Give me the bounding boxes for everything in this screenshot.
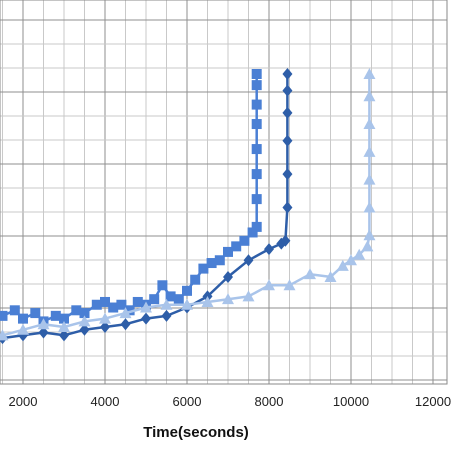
- data-point-square: [132, 296, 143, 307]
- data-point-triangle: [119, 307, 132, 319]
- x-axis-title: Time(seconds): [143, 424, 249, 441]
- data-point-square: [100, 296, 110, 307]
- data-point-diamond: [282, 84, 293, 97]
- x-tick-label: 6000: [173, 394, 202, 409]
- data-point-square: [251, 119, 262, 130]
- data-point-square: [116, 299, 127, 310]
- series-layer: [0, 68, 376, 345]
- x-tick-label: 4000: [91, 394, 120, 409]
- data-point-triangle: [283, 279, 296, 291]
- data-point-triangle: [222, 293, 234, 305]
- data-point-square: [173, 294, 184, 305]
- data-point-diamond: [79, 323, 90, 336]
- data-point-square: [182, 285, 192, 296]
- data-point-diamond: [120, 318, 131, 331]
- data-point-square: [251, 99, 262, 110]
- data-point-diamond: [282, 168, 293, 181]
- data-point-triangle: [242, 290, 255, 302]
- data-point-square: [157, 280, 168, 291]
- data-point-triangle: [345, 254, 357, 266]
- data-point-square: [30, 308, 41, 319]
- data-point-triangle: [336, 259, 349, 271]
- data-point-square: [231, 241, 242, 252]
- x-tick-label: 10000: [333, 394, 369, 409]
- series-line: [2, 74, 371, 337]
- data-point-square: [71, 305, 82, 316]
- data-point-triangle: [78, 315, 91, 327]
- data-point-diamond: [282, 201, 293, 214]
- data-point-triangle: [0, 329, 9, 341]
- x-tick-label: 12000: [415, 394, 451, 409]
- data-point-triangle: [140, 301, 152, 313]
- data-point-diamond: [59, 329, 69, 342]
- data-point-square: [9, 305, 20, 316]
- data-point-square: [59, 313, 69, 324]
- data-point-square: [251, 221, 262, 232]
- data-point-triangle: [363, 201, 376, 213]
- data-point-square: [0, 310, 8, 321]
- data-point-diamond: [282, 106, 293, 119]
- data-point-triangle: [363, 90, 376, 102]
- data-point-square: [214, 255, 225, 266]
- data-point-triangle: [181, 298, 193, 310]
- data-point-square: [223, 246, 233, 257]
- data-point-diamond: [243, 254, 254, 267]
- data-point-diamond: [223, 270, 233, 283]
- data-point-triangle: [363, 68, 376, 79]
- data-point-diamond: [161, 309, 172, 322]
- x-tick-labels: 2000 4000 6000 8000 10000 12000: [9, 394, 452, 409]
- data-point-triangle: [160, 298, 173, 310]
- data-point-square: [239, 235, 250, 246]
- data-point-triangle: [263, 279, 275, 291]
- data-point-triangle: [363, 145, 376, 157]
- data-point-triangle: [201, 295, 214, 307]
- data-point-square: [251, 194, 262, 205]
- data-point-square: [198, 263, 209, 274]
- x-tick-label: 2000: [9, 394, 38, 409]
- data-point-diamond: [141, 312, 151, 325]
- data-point-diamond: [264, 243, 274, 256]
- x-tick-label: 8000: [255, 394, 284, 409]
- data-point-square: [79, 308, 90, 319]
- data-point-diamond: [282, 68, 293, 80]
- data-point-square: [165, 291, 176, 302]
- data-point-diamond: [100, 320, 110, 333]
- series-triangle: [0, 68, 376, 341]
- data-point-triangle: [324, 270, 337, 282]
- data-point-square: [247, 227, 258, 238]
- data-point-square: [251, 69, 262, 79]
- data-point-triangle: [363, 229, 376, 241]
- data-point-triangle: [361, 240, 374, 252]
- data-point-triangle: [58, 320, 70, 332]
- data-point-square: [206, 258, 217, 269]
- data-point-diamond: [282, 134, 293, 147]
- data-point-square: [124, 305, 135, 316]
- data-point-triangle: [99, 312, 111, 324]
- data-point-triangle: [37, 318, 50, 330]
- plot-area-border: [0, 0, 448, 385]
- data-point-square: [251, 144, 262, 155]
- data-point-square: [149, 294, 160, 305]
- data-point-triangle: [363, 118, 376, 130]
- data-point-square: [108, 302, 119, 313]
- data-point-square: [18, 313, 28, 324]
- series-diamond: [0, 68, 293, 345]
- grid: [0, 0, 447, 384]
- data-point-triangle: [17, 323, 29, 335]
- data-point-square: [190, 274, 201, 285]
- data-point-triangle: [353, 248, 366, 260]
- data-point-square: [50, 310, 61, 321]
- data-point-square: [251, 169, 262, 180]
- data-point-square: [91, 299, 102, 310]
- data-point-diamond: [280, 234, 291, 247]
- data-point-triangle: [363, 173, 376, 185]
- data-point-triangle: [304, 268, 316, 280]
- data-point-diamond: [38, 326, 49, 339]
- series-line: [2, 74, 289, 340]
- data-point-square: [251, 80, 262, 91]
